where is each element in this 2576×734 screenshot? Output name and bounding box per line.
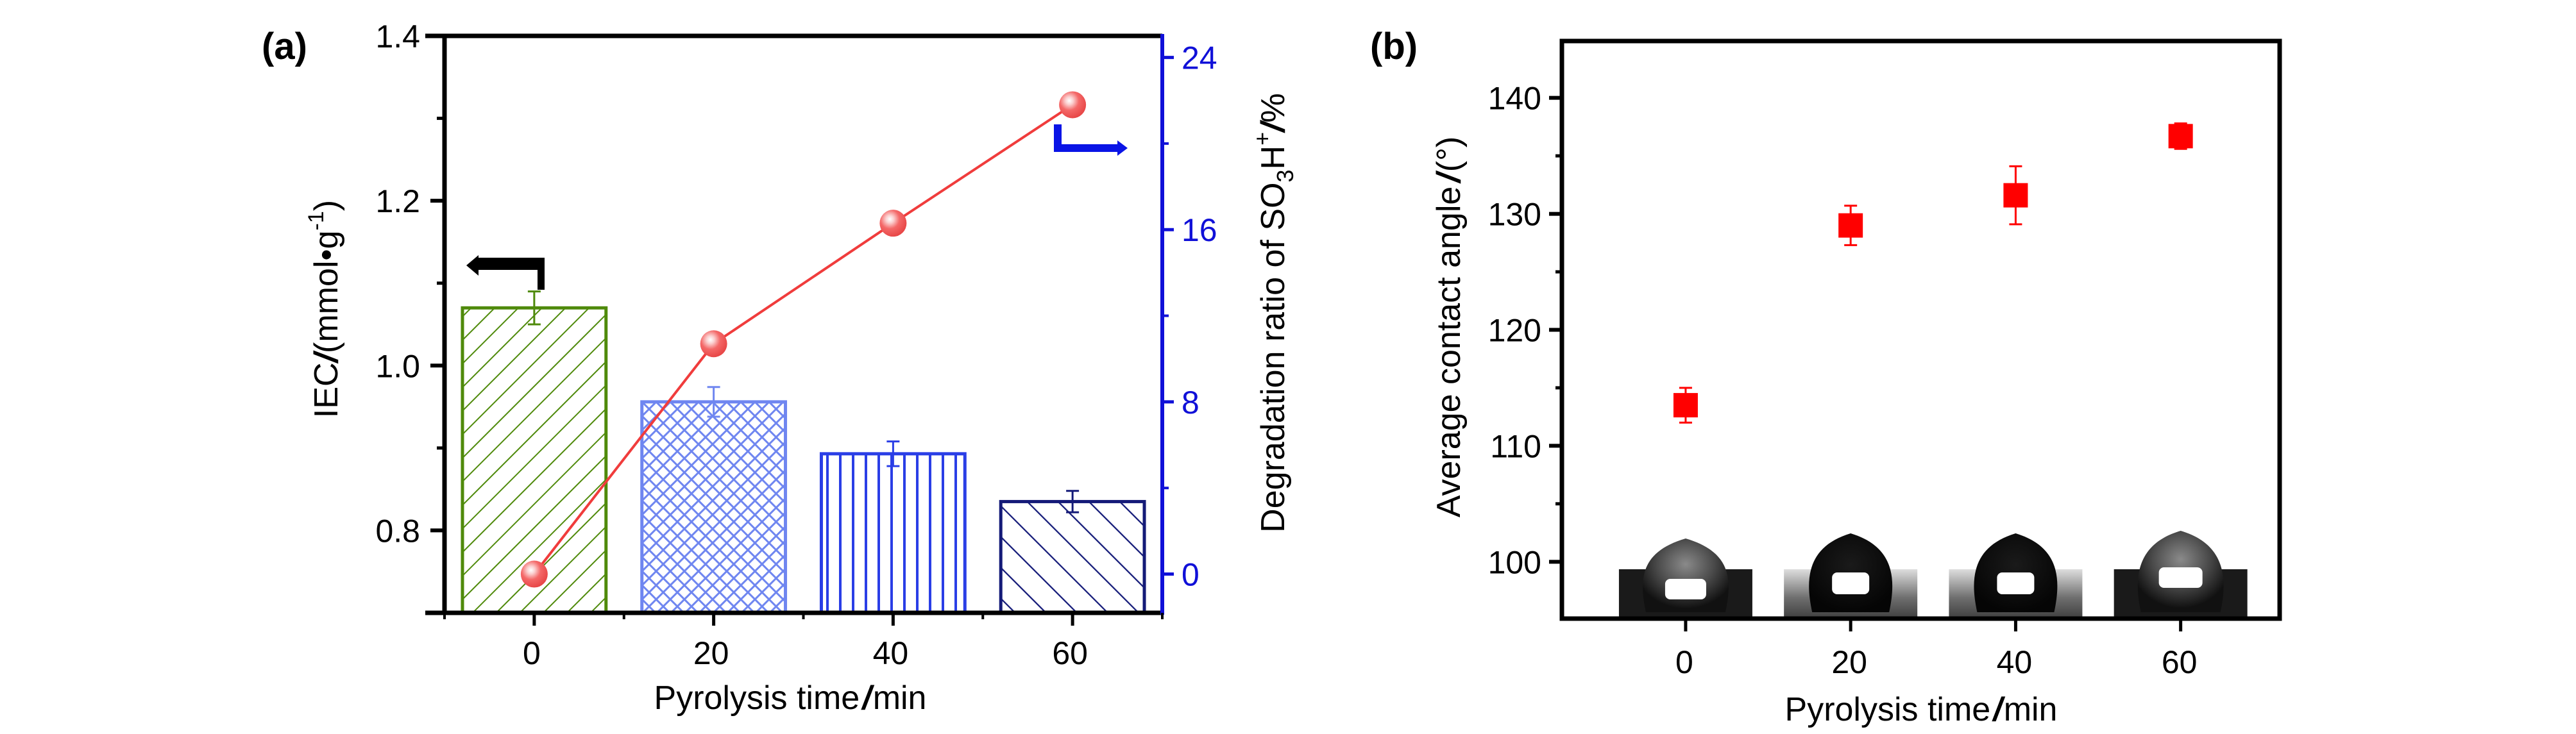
y-tick-label: 140: [1488, 81, 1541, 117]
panel-b-y-axis-title: Average contact angle/(°): [1430, 137, 1468, 517]
left-tick-label: 0.8: [375, 513, 420, 549]
y-tick-label: 130: [1488, 197, 1541, 233]
panel-a-axes: [425, 33, 1174, 626]
degradation-line: [533, 103, 1074, 575]
panel-b-x-axis-title: Pyrolysis time/min: [1785, 691, 2058, 728]
y-title-unit: (°): [1430, 137, 1468, 172]
droplet-photo-40: [1949, 533, 2083, 617]
panel-a-x-axis-title: Pyrolysis time/min: [654, 680, 927, 717]
left-tick-label: 1.4: [375, 19, 420, 54]
panel-b-tick-labels: 100 110 120 130 140 0 20 40 60: [1488, 81, 2198, 680]
y2-title-superscript: +: [1249, 132, 1275, 146]
degradation-point-60: [1059, 91, 1087, 119]
contact-angle-point-60: [2168, 124, 2193, 149]
panel-b-axes: [1549, 38, 2282, 631]
y-tick-label: 110: [1490, 428, 1541, 464]
x-title-unit: min: [873, 680, 927, 717]
degradation-point-20: [700, 330, 727, 358]
y2-title-subscript: 3: [1272, 169, 1298, 182]
y-title-superscript: -1: [304, 211, 328, 230]
right-tick-label: 16: [1182, 212, 1217, 248]
x-tick-label: 40: [873, 635, 909, 671]
bar-pattern: [1002, 501, 1144, 613]
y2-title-main: Degradation ratio of SO: [1255, 183, 1292, 533]
panel-b-label: (b): [1370, 26, 1418, 67]
left-tick-label: 1.2: [375, 183, 420, 219]
droplet-highlight: [1997, 572, 2035, 594]
droplet-highlight: [1832, 572, 1870, 594]
left-tick-label: 1.0: [375, 348, 420, 384]
panel-a-bars: [461, 290, 1146, 615]
contact-angle-point-40: [2003, 183, 2028, 208]
y2-title-h: H: [1255, 146, 1292, 170]
contact-angle-point-0: [1673, 393, 1698, 418]
y-title-close: ): [308, 200, 345, 211]
y-title-unit: (mmol•g: [308, 230, 345, 353]
droplet-highlight: [2158, 567, 2203, 588]
panel-a-degradation-line: [520, 91, 1087, 588]
x-title-main: Pyrolysis time: [1785, 691, 1991, 728]
panel-a-y-axis-title: IEC/(mmol•g-1): [304, 200, 345, 418]
panel-a-tick-labels: 0.8 1.0 1.2 1.4 0 8 16 24 0 20 40 60: [375, 19, 1217, 671]
right-axis-arrow-icon: [1054, 124, 1128, 156]
x-tick-label: 60: [2162, 644, 2198, 680]
right-tick-label: 0: [1182, 557, 1199, 593]
y-tick-label: 120: [1488, 313, 1541, 349]
bar-pattern: [643, 401, 784, 613]
y-tick-label: 100: [1488, 544, 1541, 580]
degradation-point-40: [879, 210, 907, 237]
y-title-main: IEC: [308, 362, 345, 418]
x-tick-label: 20: [693, 635, 729, 671]
panel-a-label: (a): [262, 26, 307, 67]
bar-pattern: [822, 453, 964, 613]
panel-a-y2-axis-title: Degradation ratio of SO3H+/%: [1249, 93, 1298, 533]
droplet: [1642, 538, 1729, 612]
contact-angle-point-20: [1838, 213, 1863, 238]
droplet-photo-20: [1784, 533, 1918, 617]
right-tick-label: 24: [1182, 40, 1217, 76]
x-tick-label: 20: [1831, 644, 1867, 680]
x-tick-label: 40: [1997, 644, 2033, 680]
left-axis-arrow-icon: [466, 255, 545, 290]
droplet-photo-60: [2114, 531, 2248, 617]
panel-b-droplet-insets: [1618, 531, 2248, 617]
x-tick-label: 60: [1052, 635, 1088, 671]
droplet-photo-0: [1618, 538, 1752, 617]
y2-title-unit: %: [1255, 93, 1292, 122]
x-tick-label: 0: [523, 635, 541, 671]
panel-b-points: [1673, 122, 2193, 424]
x-tick-label: 0: [1675, 644, 1693, 680]
x-title-unit: min: [2004, 691, 2058, 728]
degradation-point-0: [520, 560, 548, 588]
right-tick-label: 8: [1182, 385, 1199, 421]
x-title-main: Pyrolysis time: [654, 680, 860, 717]
y-title-main: Average contact angle: [1430, 187, 1468, 518]
droplet-highlight: [1665, 579, 1706, 599]
